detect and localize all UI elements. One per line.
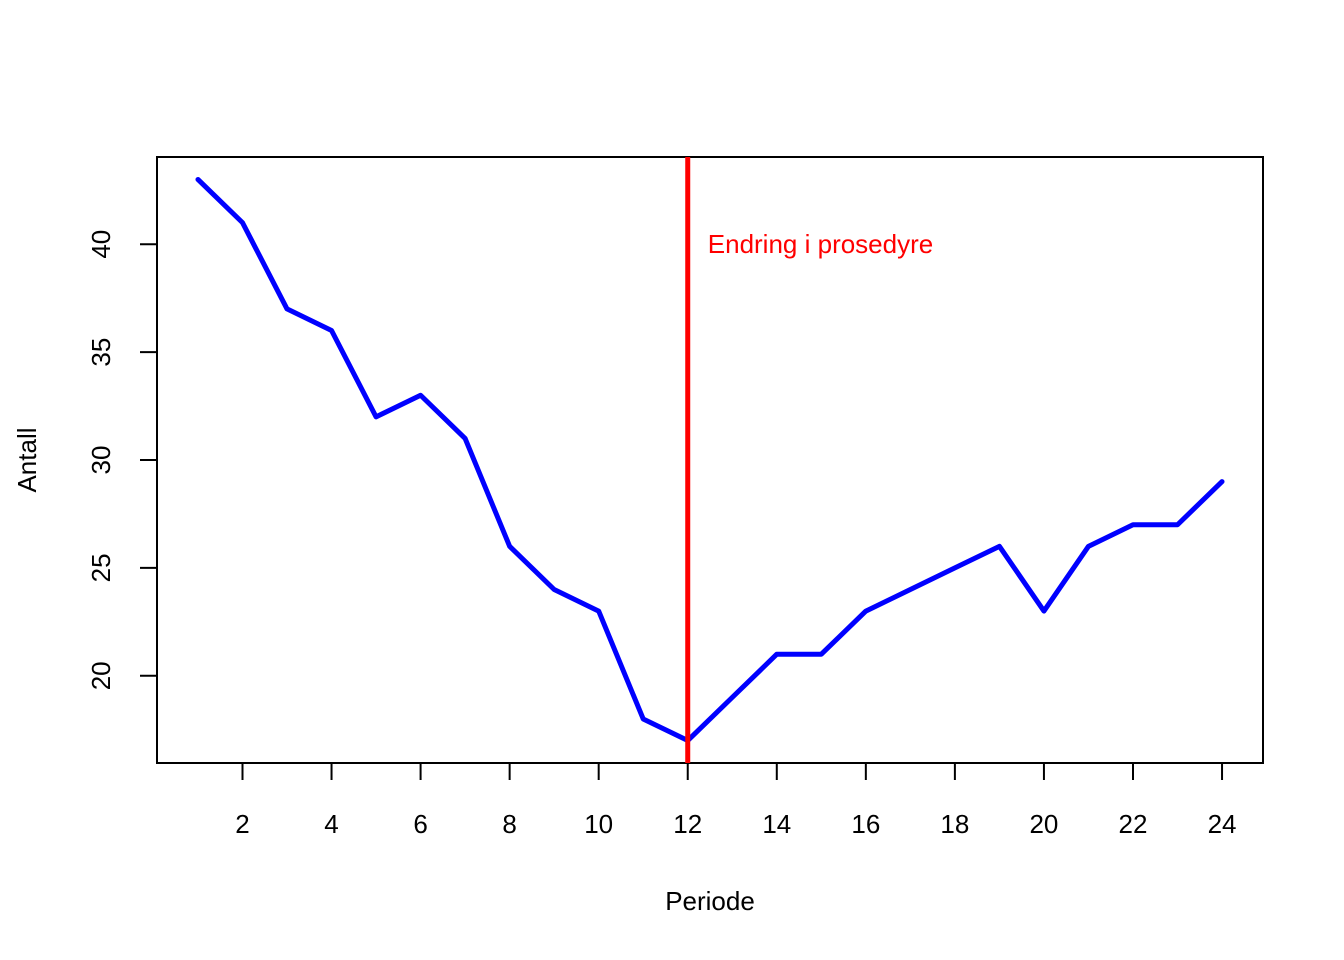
series-line — [195, 176, 1225, 744]
x-tick-label: 18 — [940, 809, 969, 839]
y-tick-label: 20 — [86, 661, 116, 690]
x-axis-title: Periode — [665, 886, 755, 916]
series-layer — [195, 176, 1225, 744]
x-tick-label: 22 — [1119, 809, 1148, 839]
y-tick-label: 30 — [86, 446, 116, 475]
y-axis: 20 25 30 35 40 — [86, 230, 158, 690]
y-axis-title: Antall — [12, 427, 42, 492]
x-tick-label: 20 — [1029, 809, 1058, 839]
annotation-layer: Endring i prosedyre — [685, 157, 933, 763]
x-tick-label: 12 — [673, 809, 702, 839]
x-tick-label: 10 — [584, 809, 613, 839]
y-tick-label: 35 — [86, 338, 116, 367]
x-axis: 2 4 6 8 10 12 14 16 18 20 22 24 — [235, 762, 1237, 839]
x-tick-label: 24 — [1208, 809, 1237, 839]
procedure-change-label: Endring i prosedyre — [708, 229, 933, 259]
x-tick-label: 14 — [762, 809, 791, 839]
y-tick-label: 25 — [86, 553, 116, 582]
x-tick-label: 6 — [413, 809, 427, 839]
y-tick-label: 40 — [86, 230, 116, 259]
x-tick-label: 4 — [324, 809, 338, 839]
x-tick-label: 8 — [502, 809, 516, 839]
x-tick-label: 2 — [235, 809, 249, 839]
x-tick-label: 16 — [851, 809, 880, 839]
